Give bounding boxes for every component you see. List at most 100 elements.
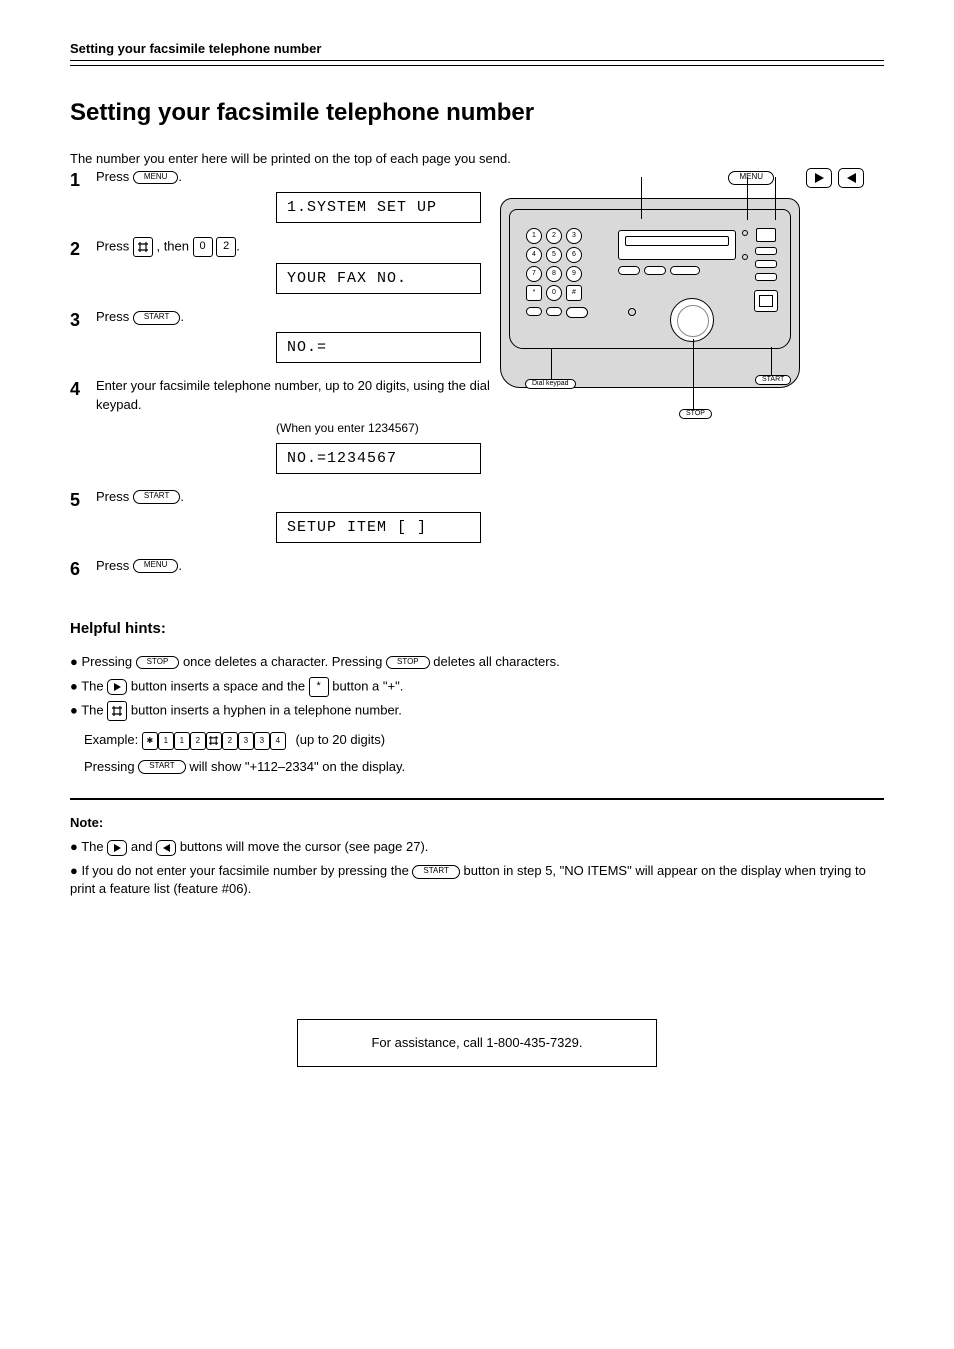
device-inner: 123 456 789 *0# [509, 209, 791, 349]
menu-button-2[interactable]: MENU [133, 559, 179, 573]
rs3[interactable] [755, 260, 777, 268]
menu-pill-top: MENU [728, 171, 774, 185]
m3[interactable] [670, 266, 700, 275]
s3-a: Press [96, 309, 133, 324]
start-button-2[interactable]: START [133, 490, 180, 504]
example-key[interactable]: 2 [222, 732, 238, 750]
arrow-left-icon [847, 173, 856, 183]
stop-pill-2[interactable]: STOP [386, 656, 430, 670]
ld-kp [551, 349, 552, 379]
hash-key-inline[interactable] [107, 701, 127, 721]
page-title: Setting your facsimile telephone number [70, 96, 884, 130]
example-note: (up to 20 digits) [295, 732, 385, 747]
kp-6[interactable]: 6 [566, 247, 582, 263]
rs-start[interactable] [754, 290, 778, 312]
ld-start [771, 347, 772, 375]
menu-button[interactable]: MENU [133, 171, 179, 185]
example-key[interactable] [206, 732, 222, 750]
kp-1[interactable]: 1 [526, 228, 542, 244]
example-key[interactable]: ✱ [142, 732, 158, 750]
s6-a: Press [96, 558, 133, 573]
note-start-pill[interactable]: START [412, 865, 459, 879]
hint-2: ● The button inserts a space and the * b… [70, 677, 884, 697]
hr-a: Pressing [84, 759, 138, 774]
example: Example: ✱1122334 (up to 20 digits) [84, 731, 884, 750]
s5-b: . [180, 489, 184, 504]
step-5: 5 Press START. SETUP ITEM [ ] [70, 488, 490, 551]
header-rule-2 [70, 65, 884, 66]
kp-8[interactable]: 8 [546, 266, 562, 282]
right-stack [754, 228, 778, 312]
mid-btn-row [618, 266, 700, 275]
rs4[interactable] [755, 273, 777, 281]
s4-note: (When you enter 1234567) [276, 420, 490, 437]
example-key[interactable]: 3 [254, 732, 270, 750]
m2[interactable] [644, 266, 666, 275]
example-key[interactable]: 2 [190, 732, 206, 750]
arrow-right-button[interactable] [806, 168, 832, 188]
hint-1: ● Pressing STOP once deletes a character… [70, 653, 884, 671]
step-4: 4 Enter your facsimile telephone number,… [70, 377, 490, 481]
n2a: If you do not enter your facsimile numbe… [81, 863, 412, 878]
section-rule [70, 798, 884, 800]
hint-3: ● The button inserts a hyphen in a telep… [70, 701, 884, 721]
rs1[interactable] [756, 228, 776, 242]
kp-2[interactable]: 2 [546, 228, 562, 244]
top-arrow-group: MENU [728, 168, 864, 188]
kp-hash[interactable]: # [566, 285, 582, 301]
m1[interactable] [618, 266, 640, 275]
display-2: YOUR FAX NO. [276, 263, 481, 294]
start-pill-result[interactable]: START [138, 760, 185, 774]
ld-arr2 [775, 177, 776, 220]
kp-9[interactable]: 9 [566, 266, 582, 282]
dial-wheel[interactable] [670, 298, 714, 342]
s1-a: Press [96, 169, 133, 184]
example-key[interactable]: 4 [270, 732, 286, 750]
s2-c: . [236, 239, 240, 254]
h2-b: button inserts a space and the [131, 679, 309, 694]
start-label: START [755, 375, 791, 385]
rs2[interactable] [755, 247, 777, 255]
s1-b: . [178, 169, 182, 184]
hr-b: will show "+112–2334" on the display. [189, 759, 405, 774]
ld-stop [693, 339, 694, 409]
note-arrow-left[interactable] [156, 840, 176, 856]
stop-pill-1[interactable]: STOP [136, 656, 180, 670]
kp-0[interactable]: 0 [546, 285, 562, 301]
kp-b3[interactable] [566, 307, 588, 318]
h1-a: Pressing [81, 654, 135, 669]
arrow-right-inline[interactable] [107, 679, 127, 695]
display-1: 1.SYSTEM SET UP [276, 192, 481, 223]
kp-3[interactable]: 3 [566, 228, 582, 244]
key-2[interactable]: 2 [216, 237, 236, 257]
kp-4[interactable]: 4 [526, 247, 542, 263]
step-num-3: 3 [70, 308, 96, 333]
h1-c: deletes all characters. [433, 654, 559, 669]
note-arrow-right[interactable] [107, 840, 127, 856]
kp-b2[interactable] [546, 307, 562, 316]
example-key[interactable]: 1 [174, 732, 190, 750]
example-key[interactable]: 3 [238, 732, 254, 750]
stop-btn-dev[interactable] [628, 308, 636, 316]
start-button[interactable]: START [133, 311, 180, 325]
key-0[interactable]: 0 [193, 237, 213, 257]
n1c: buttons will move the cursor (see page 2… [180, 839, 429, 854]
s2-b: , then [156, 239, 192, 254]
kp-star[interactable]: * [526, 285, 542, 301]
arrow-right-icon [815, 173, 824, 183]
n1a: The [81, 839, 107, 854]
arrow-left-button[interactable] [838, 168, 864, 188]
step-2: 2 Press , then 0 2. YOUR FAX NO. [70, 237, 490, 302]
hint-result: Pressing START will show "+112–2334" on … [84, 758, 884, 776]
star-key-inline[interactable]: * [309, 677, 329, 697]
kp-7[interactable]: 7 [526, 266, 542, 282]
example-key[interactable]: 1 [158, 732, 174, 750]
h3-b: button inserts a hyphen in a telephone n… [131, 703, 402, 718]
intro-text: The number you enter here will be printe… [70, 150, 884, 168]
h2-c: button a "+". [332, 679, 403, 694]
hash-key[interactable] [133, 237, 153, 257]
kp-b1[interactable] [526, 307, 542, 316]
kp-5[interactable]: 5 [546, 247, 562, 263]
s6-b: . [178, 558, 182, 573]
note-block: Note: ● The and buttons will move the cu… [70, 814, 884, 899]
